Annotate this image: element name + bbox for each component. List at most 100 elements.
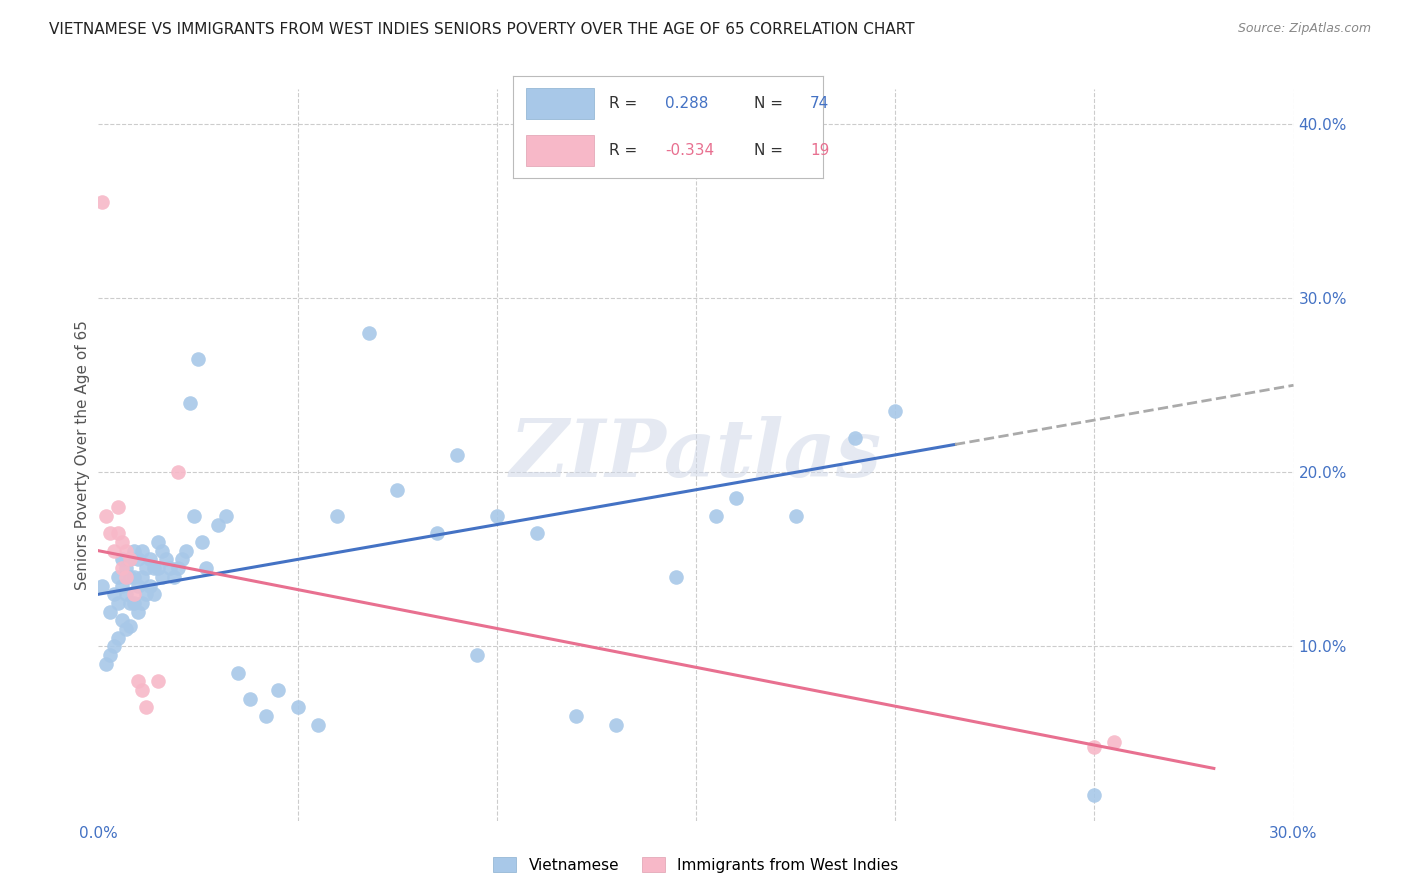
Text: Source: ZipAtlas.com: Source: ZipAtlas.com [1237,22,1371,36]
Point [167,561,190,575]
Point [307,718,329,732]
Point [183,508,205,523]
Point [605,718,627,732]
Point [139,578,162,592]
Point [485,508,508,523]
Point [724,491,747,506]
Point [254,709,277,723]
Point [239,691,262,706]
Point [1104,735,1126,749]
Point [98,605,122,619]
Point [267,683,290,698]
Text: 0.288: 0.288 [665,96,709,111]
Text: 19: 19 [810,144,830,158]
Point [103,640,125,654]
Point [115,561,138,575]
Point [135,561,157,575]
Point [131,683,153,698]
Point [326,508,349,523]
Point [107,500,129,515]
Point [167,466,190,480]
Legend: Vietnamese, Immigrants from West Indies: Vietnamese, Immigrants from West Indies [488,851,904,879]
Point [91,195,114,210]
Point [115,587,138,601]
Text: N =: N = [755,96,789,111]
Point [135,700,157,714]
Text: N =: N = [755,144,789,158]
Point [120,618,142,632]
Point [98,526,122,541]
Point [150,570,173,584]
Point [172,552,194,566]
Point [124,570,146,584]
Point [120,552,142,566]
Point [159,561,181,575]
Point [111,552,134,566]
Text: 74: 74 [810,96,830,111]
Point [704,508,727,523]
Point [115,570,138,584]
Point [143,561,166,575]
Point [148,561,170,575]
Point [1083,788,1105,802]
Point [98,648,122,663]
Point [111,613,134,627]
Point [215,508,238,523]
Text: VIETNAMESE VS IMMIGRANTS FROM WEST INDIES SENIORS POVERTY OVER THE AGE OF 65 COR: VIETNAMESE VS IMMIGRANTS FROM WEST INDIE… [49,22,915,37]
Point [107,596,129,610]
Point [884,404,907,418]
Point [150,543,173,558]
Point [96,508,118,523]
Point [148,674,170,689]
Point [446,448,468,462]
Point [111,561,134,575]
Text: ZIPatlas: ZIPatlas [510,417,882,493]
Point [91,578,114,592]
Point [131,543,153,558]
Point [115,543,138,558]
Point [127,578,149,592]
Point [195,561,218,575]
Point [174,543,197,558]
Point [111,535,134,549]
Point [207,517,229,532]
Point [107,631,129,645]
Point [120,552,142,566]
Point [124,543,146,558]
Point [226,665,249,680]
Point [96,657,118,671]
Point [135,587,157,601]
Point [103,543,125,558]
Point [124,596,146,610]
Point [139,552,162,566]
Y-axis label: Seniors Poverty Over the Age of 65: Seniors Poverty Over the Age of 65 [75,320,90,590]
Text: R =: R = [609,96,643,111]
Text: -0.334: -0.334 [665,144,714,158]
Point [131,596,153,610]
Text: R =: R = [609,144,643,158]
Point [155,552,177,566]
Point [1083,740,1105,755]
Point [163,570,186,584]
Point [143,587,166,601]
Point [287,700,309,714]
Point [191,535,214,549]
Bar [526,88,593,119]
Point [359,326,381,340]
Point [426,526,449,541]
Point [844,430,866,444]
Point [103,587,125,601]
Point [565,709,588,723]
Point [127,674,149,689]
Point [127,605,149,619]
Point [131,570,153,584]
Point [526,526,548,541]
Point [127,552,149,566]
Point [120,570,142,584]
Point [148,535,170,549]
Point [179,395,201,409]
Point [115,622,138,636]
Point [385,483,409,497]
Point [465,648,488,663]
Point [665,570,688,584]
